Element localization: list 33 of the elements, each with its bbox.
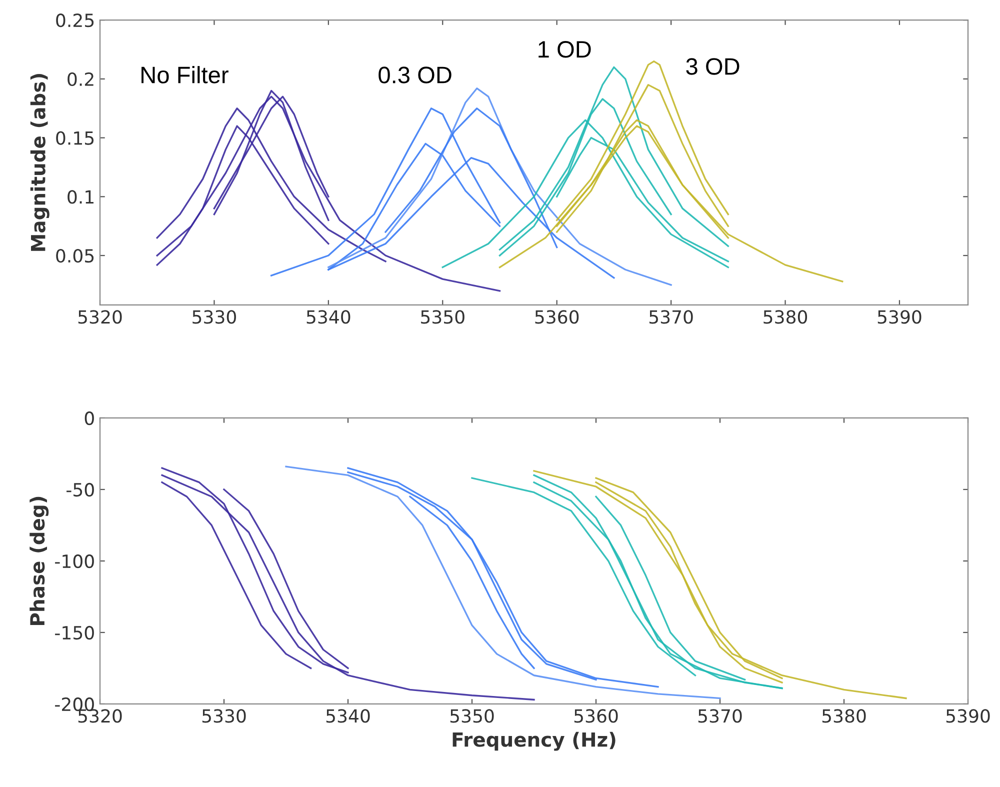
annotation: 1 OD bbox=[538, 41, 591, 58]
x-tick-label: 5350 bbox=[421, 310, 464, 324]
x-tick-label: 5340 bbox=[326, 709, 370, 723]
x-tick-label: 5370 bbox=[649, 310, 693, 324]
x-tick-label: 5350 bbox=[450, 709, 494, 723]
y-tick-label: -100 bbox=[55, 554, 94, 568]
y-tick-label: -50 bbox=[66, 482, 94, 497]
x-tick-label: 5370 bbox=[698, 709, 742, 723]
y-tick-label: 0.05 bbox=[56, 248, 94, 263]
x-tick-label: 5390 bbox=[878, 310, 922, 324]
x-tick-label: 5380 bbox=[764, 310, 808, 324]
x-tick-label: 5320 bbox=[78, 310, 122, 324]
x-tick-label: 5360 bbox=[535, 310, 579, 324]
x-tick-label: 5320 bbox=[78, 709, 122, 723]
annotation: No Filter bbox=[142, 66, 228, 84]
y-tick-label: 0.15 bbox=[56, 131, 94, 145]
annotation: 3 OD bbox=[686, 58, 740, 75]
y-tick-label: -150 bbox=[55, 626, 94, 640]
x-tick-label: 5340 bbox=[306, 310, 350, 324]
y-tick-label: 0.25 bbox=[56, 14, 94, 28]
y-axis-title: Phase (deg) bbox=[30, 496, 49, 625]
x-tick-label: 5330 bbox=[202, 709, 246, 723]
y-axis-title: Magnitude (abs) bbox=[30, 74, 50, 251]
x-tick-label: 5390 bbox=[946, 709, 990, 723]
x-axis-title: Frequency (Hz) bbox=[452, 732, 616, 751]
y-tick-label: 0 bbox=[84, 411, 94, 426]
y-tick-label: -200 bbox=[55, 697, 94, 712]
y-tick-label: 0.1 bbox=[68, 190, 94, 204]
x-tick-label: 5360 bbox=[574, 709, 618, 723]
y-tick-label: 0.2 bbox=[68, 72, 94, 86]
x-tick-label: 5330 bbox=[192, 310, 236, 324]
annotation: 0.3 OD bbox=[378, 66, 452, 84]
x-tick-label: 5380 bbox=[822, 709, 866, 723]
